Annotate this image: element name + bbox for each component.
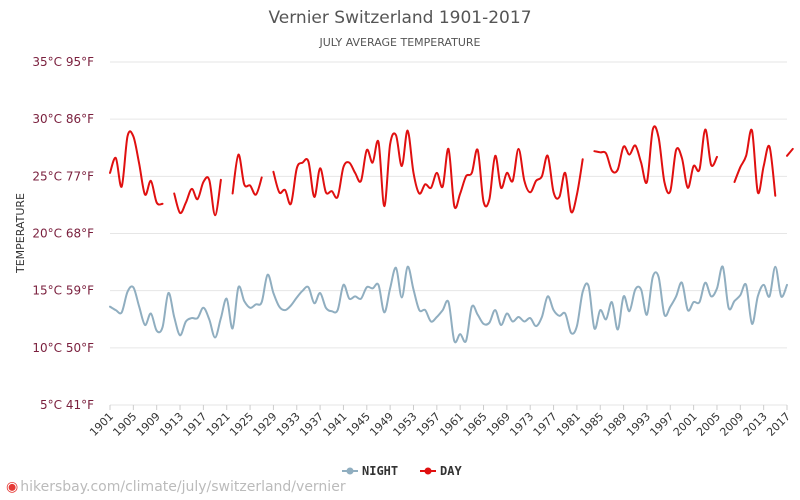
x-axis-ticks: 1901190519091913191719211925192919331937… bbox=[87, 405, 793, 439]
x-tick-label: 1909 bbox=[134, 410, 163, 439]
x-tick-label: 1917 bbox=[181, 410, 210, 439]
x-tick-label: 2017 bbox=[764, 410, 793, 439]
y-axis-ticks: 5°C 41°F 10°C 50°F 15°C 59°F 20°C 68°F 25°C … bbox=[32, 55, 94, 412]
chart-title: Vernier Switzerland 1901-2017 bbox=[268, 8, 531, 28]
series-line-day bbox=[733, 128, 777, 197]
x-tick-label: 1989 bbox=[601, 410, 630, 439]
x-tick-label: 1981 bbox=[554, 410, 583, 439]
chart-subtitle: JULY AVERAGE TEMPERATURE bbox=[319, 36, 481, 49]
x-tick-label: 2001 bbox=[671, 410, 700, 439]
legend-marker-day bbox=[424, 467, 432, 475]
x-tick-label: 1997 bbox=[647, 410, 676, 439]
x-tick-label: 1945 bbox=[344, 410, 373, 439]
x-tick-label: 1941 bbox=[321, 410, 350, 439]
x-tick-label: 1929 bbox=[251, 410, 280, 439]
y-tick-label: 15°C 59°F bbox=[32, 284, 94, 298]
series-line-day bbox=[272, 129, 584, 214]
series-day bbox=[109, 125, 794, 217]
x-tick-label: 2005 bbox=[694, 410, 723, 439]
y-axis-label: TEMPERATURE bbox=[14, 193, 27, 274]
x-tick-label: 1913 bbox=[157, 410, 186, 439]
series-night bbox=[109, 265, 788, 344]
series-line-night bbox=[109, 265, 788, 344]
x-tick-label: 1905 bbox=[110, 410, 139, 439]
gridlines bbox=[110, 61, 787, 406]
series-line-day bbox=[231, 153, 263, 196]
y-tick-label: 10°C 50°F bbox=[32, 341, 94, 355]
series-line-day bbox=[173, 176, 222, 217]
x-tick-label: 1965 bbox=[461, 410, 490, 439]
x-tick-label: 2009 bbox=[717, 410, 746, 439]
y-tick-label: 25°C 77°F bbox=[32, 169, 94, 183]
y-tick-label: 30°C 86°F bbox=[32, 112, 94, 126]
x-tick-label: 1993 bbox=[624, 410, 653, 439]
x-tick-label: 1973 bbox=[507, 410, 536, 439]
footer-site-link[interactable]: ◉ hikersbay.com/climate/july/switzerland/… bbox=[6, 479, 346, 495]
x-tick-label: 1985 bbox=[577, 410, 606, 439]
x-tick-label: 1949 bbox=[367, 410, 396, 439]
series-lines bbox=[109, 125, 794, 344]
series-line-day bbox=[593, 125, 718, 195]
legend-label-day: DAY bbox=[440, 464, 462, 478]
x-tick-label: 1925 bbox=[227, 410, 256, 439]
y-tick-label: 35°C 95°F bbox=[32, 55, 94, 69]
legend-label-night: NIGHT bbox=[362, 464, 398, 478]
footer-site-text: hikersbay.com/climate/july/switzerland/v… bbox=[20, 479, 346, 495]
x-tick-label: 1901 bbox=[87, 410, 116, 439]
series-line-day bbox=[786, 147, 794, 157]
x-tick-label: 1969 bbox=[484, 410, 513, 439]
x-tick-label: 1937 bbox=[297, 410, 326, 439]
series-line-day bbox=[109, 130, 164, 206]
x-tick-label: 2013 bbox=[741, 410, 770, 439]
x-tick-label: 1977 bbox=[531, 410, 560, 439]
legend-marker-night bbox=[346, 467, 354, 475]
y-tick-label: 5°C 41°F bbox=[40, 398, 94, 412]
x-tick-label: 1921 bbox=[204, 410, 233, 439]
x-tick-label: 1933 bbox=[274, 410, 303, 439]
location-pin-icon: ◉ bbox=[6, 479, 19, 495]
x-tick-label: 1961 bbox=[437, 410, 466, 439]
y-tick-label: 20°C 68°F bbox=[32, 227, 94, 241]
legend: NIGHT DAY bbox=[342, 464, 462, 478]
x-tick-label: 1957 bbox=[414, 410, 443, 439]
x-tick-label: 1953 bbox=[391, 410, 420, 439]
